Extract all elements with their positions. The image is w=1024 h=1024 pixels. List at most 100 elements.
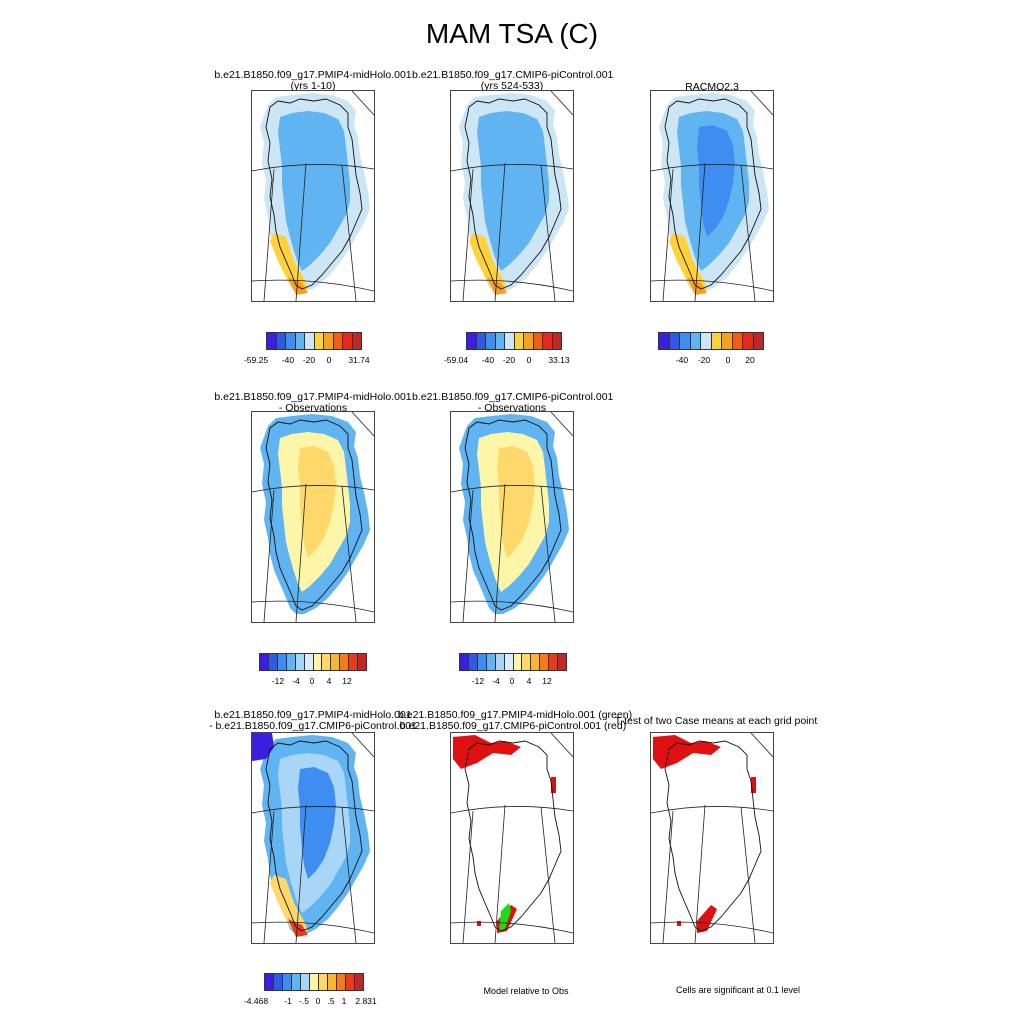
colorbar-swatch bbox=[679, 333, 690, 349]
tick-label: 4 bbox=[326, 676, 332, 686]
longitude-line bbox=[540, 806, 556, 943]
colorbar-swatch bbox=[548, 654, 558, 670]
latitude-line bbox=[451, 806, 573, 814]
longitude-line bbox=[341, 806, 357, 943]
panel-title-line2: (yrs 524-533) bbox=[480, 80, 544, 92]
colorbar-swatch bbox=[752, 333, 763, 349]
tick-label: -59.25 bbox=[243, 355, 269, 365]
tick-label: -.5 bbox=[299, 996, 309, 1006]
colorbar-swatch bbox=[742, 333, 753, 349]
colorbar-swatch bbox=[485, 333, 495, 349]
colorbar-swatch bbox=[273, 974, 282, 990]
tick-label: 31.74 bbox=[348, 355, 370, 365]
colorbar-swatch bbox=[330, 654, 340, 670]
panel-title-line1: b.e21.B1850.f09_g17.PMIP4-midHolo.001 bbox=[214, 709, 412, 721]
colorbar-swatch bbox=[267, 654, 277, 670]
greenland-map bbox=[451, 91, 573, 301]
core-fill bbox=[298, 446, 336, 558]
longitude-line bbox=[540, 485, 556, 622]
longitude-line bbox=[740, 806, 756, 943]
colorbar-r1c3 bbox=[658, 332, 764, 350]
colorbar-swatch bbox=[668, 333, 679, 349]
panel-title-r1c1: b.e21.B1850.f09_g17.PMIP4-midHolo.001 (y… bbox=[213, 70, 413, 92]
longitude-line bbox=[351, 412, 374, 437]
colorbar-swatch bbox=[300, 974, 309, 990]
map-panel-picontrol-bias bbox=[450, 411, 574, 623]
colorbar-swatch bbox=[276, 654, 286, 670]
tick-label: 0 bbox=[309, 676, 315, 686]
colorbar-swatch bbox=[294, 654, 304, 670]
greenland-map bbox=[252, 733, 374, 943]
core-fill bbox=[298, 767, 336, 879]
greenland-map bbox=[451, 412, 573, 622]
colorbar-swatch bbox=[265, 974, 273, 990]
significant-cells bbox=[653, 735, 721, 769]
colorbar-swatch bbox=[323, 333, 333, 349]
longitude-line bbox=[494, 804, 506, 943]
colorbar-swatch bbox=[294, 333, 304, 349]
tick-label: 0 bbox=[326, 355, 332, 365]
southwest-fill bbox=[669, 233, 707, 293]
tick-label: -1 bbox=[284, 996, 292, 1006]
tick-label: -12 bbox=[271, 676, 285, 686]
panel-title-line2: - b.e21.B1850.f09_g17.CMIP6-piControl.00… bbox=[209, 720, 417, 732]
greenland-map bbox=[651, 91, 773, 301]
colorbar-swatch bbox=[485, 654, 495, 670]
panel-title-r1c2: b.e21.B1850.f09_g17.CMIP6-piControl.001 … bbox=[412, 69, 614, 92]
colorbar-swatch bbox=[285, 654, 295, 670]
tick-label: 20 bbox=[745, 355, 755, 365]
colorbar-swatch bbox=[475, 333, 485, 349]
tick-label: -20 bbox=[502, 355, 516, 365]
longitude-line bbox=[662, 168, 674, 301]
longitude-line bbox=[341, 164, 357, 301]
tick-label: 0 bbox=[526, 355, 532, 365]
latitude-line bbox=[651, 164, 773, 172]
panel-title-line2: - Observations bbox=[278, 402, 348, 414]
tick-label: 1 bbox=[341, 996, 347, 1006]
colorbar-swatch bbox=[710, 333, 721, 349]
colorbar-swatch bbox=[494, 654, 504, 670]
latitude-line bbox=[451, 485, 573, 493]
panel-title-r3c2: b.e21.B1850.f09_g17.PMIP4-midHolo.001 (g… bbox=[398, 710, 632, 732]
core-fill bbox=[497, 446, 535, 558]
colorbar-swatch bbox=[532, 333, 542, 349]
colorbar-swatch bbox=[357, 654, 367, 670]
interior-fill bbox=[278, 111, 350, 271]
colorbar-swatch bbox=[551, 333, 561, 349]
map-panel-picontrol bbox=[450, 90, 574, 302]
note-model-relative: Model relative to Obs bbox=[483, 986, 569, 996]
colorbar-swatch bbox=[503, 654, 513, 670]
colorbar-swatch bbox=[512, 654, 522, 670]
colorbar-swatch bbox=[700, 333, 711, 349]
significant-cells bbox=[751, 777, 756, 793]
longitude-line bbox=[341, 485, 357, 622]
colorbar-swatch bbox=[291, 974, 300, 990]
colorbar-swatch bbox=[303, 654, 313, 670]
colorbar-swatch bbox=[521, 654, 531, 670]
colorbar-r1c2 bbox=[466, 332, 562, 350]
colorbar-swatch bbox=[336, 974, 345, 990]
panel-title-r2c2: b.e21.B1850.f09_g17.CMIP6-piControl.001 … bbox=[412, 392, 613, 414]
colorbar-swatch bbox=[504, 333, 514, 349]
latitude-line bbox=[451, 921, 573, 934]
greenland-map bbox=[252, 412, 374, 622]
panel-title-line1: b.e21.B1850.f09_g17.PMIP4-midHolo.001 bbox=[214, 391, 412, 403]
tick-label: 0 bbox=[509, 676, 515, 686]
colorbar-r3c1 bbox=[264, 973, 364, 991]
panel-title-line1: b.e21.B1850.f09_g17.CMIP6-piControl.001 bbox=[412, 69, 614, 81]
greenland-map bbox=[252, 91, 374, 301]
coastline bbox=[664, 740, 762, 932]
map-panel-model-difference bbox=[251, 732, 375, 944]
map-panel-racmo bbox=[650, 90, 774, 302]
tick-label: -40 bbox=[481, 355, 495, 365]
colorbar-swatch bbox=[731, 333, 742, 349]
colorbar-swatch bbox=[260, 654, 268, 670]
colorbar-swatch bbox=[312, 654, 322, 670]
map-panel-midholo bbox=[251, 90, 375, 302]
tick-label: -20 bbox=[697, 355, 711, 365]
latitude-line bbox=[252, 806, 374, 814]
colorbar-swatch bbox=[285, 333, 295, 349]
tick-label: 33.13 bbox=[548, 355, 570, 365]
colorbar-swatch bbox=[476, 654, 486, 670]
longitude-line bbox=[462, 168, 474, 301]
